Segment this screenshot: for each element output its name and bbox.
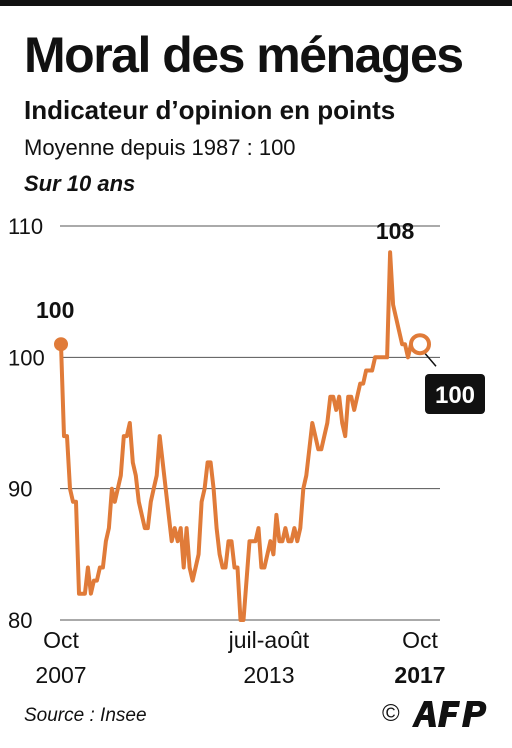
afp-logo: [412, 701, 487, 727]
start-point-marker: [54, 337, 68, 352]
peak-value-label: 108: [376, 218, 415, 244]
end-value-badge: [425, 374, 485, 414]
x-tick-sublabel: 2007: [35, 662, 86, 688]
source-note: Source : Insee: [24, 705, 147, 726]
x-tick-label: juil-août: [228, 627, 310, 653]
end-label-connector: [423, 351, 437, 367]
y-tick-label: 90: [8, 477, 32, 502]
chart-title: Moral des ménages: [24, 27, 464, 83]
x-tick-label: Oct: [402, 627, 438, 653]
copyright-symbol: ©: [382, 700, 400, 727]
x-tick-label: Oct: [43, 627, 79, 653]
x-tick-sublabel: 2013: [243, 662, 294, 688]
line-chart: 110 100 90 80 Oct 2007 juil-août 2013 Oct 2017 100…: [8, 214, 485, 688]
chart-period: Sur 10 ans: [24, 171, 136, 196]
start-value-label: 100: [36, 297, 74, 323]
y-tick-label: 110: [8, 214, 43, 239]
end-value-label: 100: [435, 382, 475, 409]
series-line: [59, 250, 422, 622]
chart-note: Moyenne depuis 1987 : 100: [24, 135, 296, 160]
y-tick-label: 100: [8, 345, 45, 370]
chart-subtitle: Indicateur d’opinion en points: [24, 95, 396, 125]
top-rule: [0, 0, 512, 6]
end-point-marker: [409, 333, 431, 356]
x-tick-sublabel: 2017: [394, 662, 445, 688]
y-tick-label: 80: [8, 608, 32, 633]
